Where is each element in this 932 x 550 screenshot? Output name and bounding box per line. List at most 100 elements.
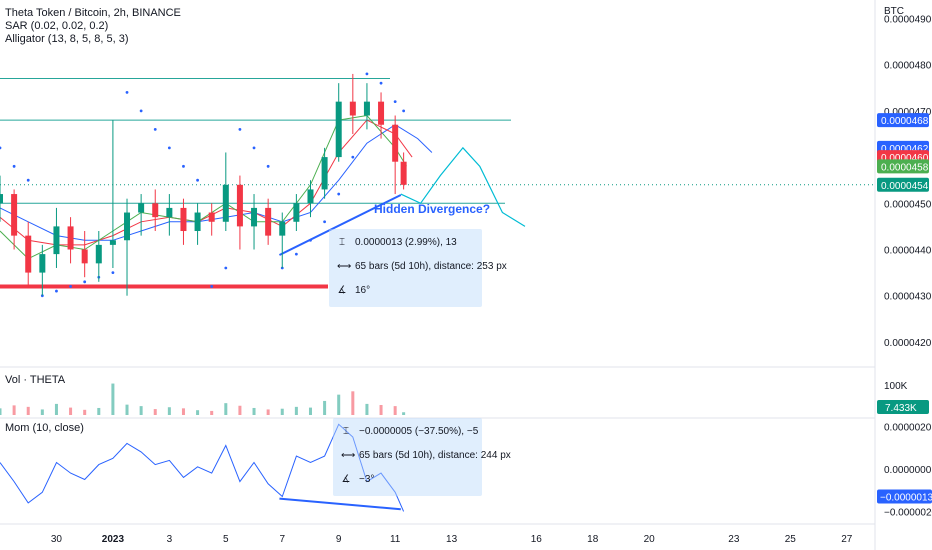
time-tick-label[interactable]: 2023 — [102, 534, 125, 545]
candle-body[interactable] — [95, 244, 102, 264]
axis-currency-label[interactable]: BTC — [884, 6, 904, 17]
volume-badge[interactable] — [877, 400, 929, 414]
sar-dot — [309, 238, 312, 242]
momentum-badge-label: −0.0000013 — [880, 493, 932, 504]
momentum-layer — [0, 423, 405, 512]
candle-body[interactable] — [279, 221, 286, 236]
candle-body[interactable] — [349, 101, 356, 116]
time-tick-label[interactable]: 3 — [167, 534, 173, 545]
volume-bar — [97, 407, 101, 415]
time-tick-label[interactable]: 23 — [728, 534, 740, 545]
volume-bar — [153, 409, 157, 415]
candle-body[interactable] — [307, 189, 314, 204]
candle-body[interactable] — [11, 194, 18, 236]
time-tick-label[interactable]: 20 — [644, 534, 656, 545]
time-tick-label[interactable]: 13 — [446, 534, 458, 545]
candle-body[interactable] — [53, 226, 60, 255]
candle-body[interactable] — [236, 184, 243, 227]
volume-bar — [0, 408, 2, 415]
candle-body[interactable] — [321, 157, 328, 190]
price-badge-label: 0.0000458 — [881, 162, 929, 173]
candle-body[interactable] — [293, 203, 300, 222]
time-tick-label[interactable]: 9 — [336, 534, 342, 545]
divergence-label[interactable]: Hidden Divergence? — [374, 202, 491, 216]
time-tick-label[interactable]: 16 — [531, 534, 543, 545]
mom-measure-box[interactable]: ⌶ −0.0000005 (−37.50%), −5 ⟷ 65 bars (5d 1… — [333, 418, 511, 496]
candle-body[interactable] — [208, 212, 215, 222]
sar-dot — [252, 146, 256, 150]
sar-legend[interactable]: SAR (0.02, 0.02, 0.2) — [5, 20, 109, 32]
candle-body[interactable] — [39, 254, 46, 273]
candle-body[interactable] — [400, 161, 407, 185]
volume-bar — [402, 412, 406, 415]
price-measure-box[interactable]: ⌶ 0.0000013 (2.99%), 13 ⟷ 65 bars (5d 10h)… — [329, 229, 507, 307]
price-trendline[interactable] — [278, 194, 402, 256]
candle-body[interactable] — [25, 235, 32, 273]
volume-bar — [69, 407, 73, 415]
height-measure-icon: ⌶ — [339, 237, 345, 248]
volume-bar — [337, 394, 341, 415]
volume-bar — [365, 403, 369, 415]
candle-body[interactable] — [392, 124, 399, 162]
candle-body[interactable] — [363, 101, 370, 116]
volume-bar — [181, 408, 185, 415]
price-tick-label: 0.0000440 — [884, 245, 932, 256]
sar-dot — [139, 109, 143, 113]
candle-body[interactable] — [109, 240, 116, 245]
time-tick-label[interactable]: 7 — [279, 534, 285, 545]
price-measure-angle: 16° — [355, 285, 371, 296]
drawings-layer[interactable] — [0, 78, 875, 511]
volume-bar — [224, 403, 228, 415]
price-badge[interactable] — [877, 177, 929, 192]
volume-bar — [26, 406, 30, 415]
sar-dot — [337, 192, 341, 196]
axes-layer[interactable]: 0.0000490 0.0000480 0.0000470 0.0000450 0.00… — [51, 14, 932, 545]
price-badge[interactable] — [877, 113, 929, 128]
candle-body[interactable] — [180, 207, 187, 232]
time-tick-label[interactable]: 30 — [51, 534, 63, 545]
price-badge[interactable] — [877, 159, 929, 174]
candle-body[interactable] — [251, 207, 258, 227]
time-tick-label[interactable]: 27 — [841, 534, 853, 545]
momentum-trendline[interactable] — [279, 497, 401, 511]
projection-curve[interactable] — [400, 146, 526, 227]
volume-bar — [294, 406, 298, 415]
candle-body[interactable] — [67, 226, 74, 250]
momentum-tick-label: −0.0000020 — [884, 507, 932, 518]
sar-dot — [224, 266, 228, 270]
height-measure-icon: ⌶ — [343, 426, 349, 437]
candle-body[interactable] — [81, 249, 88, 264]
alligator-legend[interactable]: Alligator (13, 8, 5, 8, 5, 3) — [5, 33, 129, 45]
volume-bar — [280, 408, 284, 415]
candle-body[interactable] — [166, 207, 173, 218]
sar-dot — [196, 178, 199, 182]
symbol-title[interactable]: Theta Token / Bitcoin, 2h, BINANCE — [5, 7, 181, 19]
volume-pane-title[interactable]: Vol · THETA — [5, 374, 66, 386]
candle-body[interactable] — [378, 101, 385, 125]
candle-body[interactable] — [222, 184, 229, 222]
width-measure-icon: ⟷ — [341, 450, 356, 461]
price-tick-label: 0.0000480 — [884, 61, 932, 72]
time-tick-label[interactable]: 5 — [223, 534, 229, 545]
candles-layer[interactable] — [0, 73, 407, 296]
time-tick-label[interactable]: 18 — [587, 534, 599, 545]
candle-body[interactable] — [152, 203, 159, 218]
time-tick-label[interactable]: 25 — [785, 534, 797, 545]
sar-dot — [167, 146, 171, 150]
candle-body[interactable] — [124, 212, 131, 241]
momentum-pane-title[interactable]: Mom (10, close) — [5, 422, 84, 434]
sar-dot — [0, 146, 2, 150]
sar-dot — [111, 271, 115, 274]
candle-body[interactable] — [0, 194, 3, 204]
momentum-badge[interactable] — [877, 489, 932, 504]
candle-body[interactable] — [138, 203, 145, 213]
sar-dot — [12, 164, 16, 168]
candle-body[interactable] — [335, 101, 342, 158]
grid-layer — [0, 0, 876, 550]
candle-body[interactable] — [265, 207, 272, 236]
candle-body[interactable] — [194, 212, 201, 232]
volume-layer — [0, 383, 406, 415]
time-tick-label[interactable]: 11 — [390, 534, 401, 545]
volume-bar — [125, 404, 129, 415]
